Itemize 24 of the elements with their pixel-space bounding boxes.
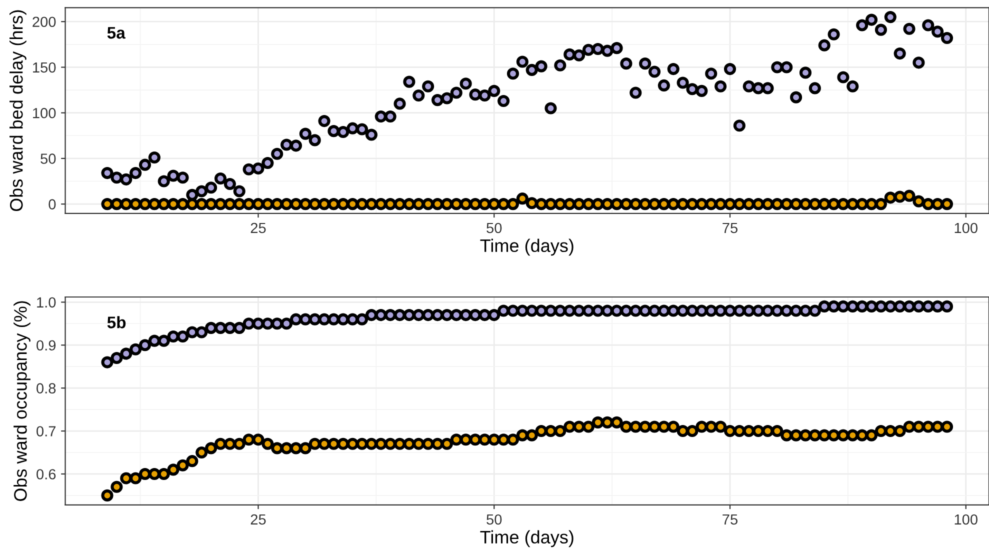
y-tick-label: 50 [40,154,56,164]
y-tick-label: 0.7 [36,426,56,436]
y-axis-title: Obs ward bed delay (hrs) [10,10,26,212]
x-tick-label: 100 [954,514,978,525]
x-axis-title: Time (days) [480,530,574,548]
x-axis-title: Time (days) [480,238,574,256]
x-tick-label: 75 [722,514,738,525]
x-tick-label: 75 [722,222,738,234]
x-tick-label: 100 [954,222,978,234]
y-tick-label: 0.6 [36,469,56,480]
y-tick-label: 150 [33,62,56,73]
x-tick-label: 25 [250,514,266,525]
annotation: 5a [107,27,126,39]
y-tick-label: 100 [33,108,56,118]
y-axis-title: Obs ward occupancy (%) [14,301,30,501]
annotation: 5b [107,316,126,328]
x-tick-label: 50 [486,514,502,525]
y-tick-label: 0.8 [36,383,56,394]
y-tick-label: 1.0 [37,297,56,308]
y-tick-label: 0.9 [36,340,56,351]
y-tick-label: 200 [32,16,56,28]
y-tick-label: 0 [48,199,56,210]
x-tick-label: 50 [486,222,502,234]
x-tick-label: 25 [250,222,266,234]
